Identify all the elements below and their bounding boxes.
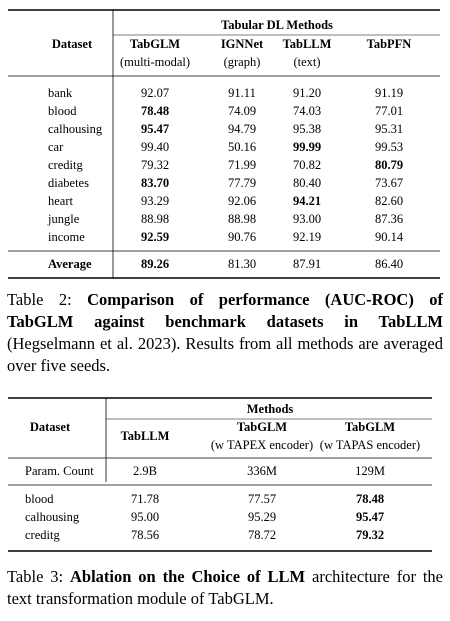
cell: 80.40: [293, 176, 321, 190]
cell: 99.40: [141, 140, 169, 154]
cell: 50.16: [228, 140, 256, 154]
cell: 91.20: [293, 86, 321, 100]
row-label: diabetes: [48, 176, 89, 190]
cell: 92.19: [293, 230, 321, 244]
row-label: calhousing: [48, 122, 103, 136]
row-label: Param. Count: [25, 464, 94, 478]
cell: 87.91: [293, 257, 321, 271]
cell: 74.03: [293, 104, 321, 118]
row-label: blood: [25, 492, 54, 506]
cell: 73.67: [375, 176, 403, 190]
cell: 88.98: [141, 212, 169, 226]
cell: 95.31: [375, 122, 403, 136]
cell: 95.38: [293, 122, 321, 136]
group-header: Tabular DL Methods: [221, 18, 333, 32]
cell: 78.56: [131, 528, 159, 542]
cell: 95.29: [248, 510, 276, 524]
row-label: bank: [48, 86, 73, 100]
table-3: Methods Dataset TabLLM TabGLM (w TAPEX encod…: [8, 397, 432, 552]
column-header: TabLLM: [121, 429, 170, 443]
row-label: calhousing: [25, 510, 80, 524]
cell: 78.48: [356, 492, 384, 506]
column-subheader: (text): [293, 55, 320, 69]
cell: 80.79: [375, 158, 403, 172]
cell: 95.47: [141, 122, 169, 136]
caption-3: Table 3: Ablation on the Choice of LLM a…: [7, 566, 443, 610]
cell: 90.76: [228, 230, 256, 244]
cell: 83.70: [141, 176, 169, 190]
row-label: jungle: [47, 212, 80, 226]
cell: 88.98: [228, 212, 256, 226]
row-label: blood: [48, 104, 77, 118]
cell: 71.78: [131, 492, 159, 506]
cell: 78.72: [248, 528, 276, 542]
column-subheader: (multi-modal): [120, 55, 190, 69]
cell: 93.29: [141, 194, 169, 208]
column-subheader: (w TAPEX encoder): [211, 438, 313, 452]
caption-bold: Ablation on the Choice of LLM: [70, 567, 306, 586]
row-label: car: [48, 140, 64, 154]
cell: 129M: [355, 464, 385, 478]
cell: 70.82: [293, 158, 321, 172]
group-header: Methods: [247, 402, 294, 416]
column-subheader: (graph): [224, 55, 261, 69]
row-header: Dataset: [52, 37, 93, 51]
caption-text: (Hegselmann et al. 2023). Results from a…: [7, 334, 443, 375]
row-header: Dataset: [30, 420, 71, 434]
caption-label: Table 3:: [7, 567, 64, 586]
cell: 89.26: [141, 257, 169, 271]
cell: 92.59: [141, 230, 169, 244]
cell: 92.07: [141, 86, 169, 100]
column-header: TabLLM: [283, 37, 332, 51]
column-subheader: (w TAPAS encoder): [320, 438, 420, 452]
cell: 93.00: [293, 212, 321, 226]
cell: 82.60: [375, 194, 403, 208]
cell: 94.79: [228, 122, 256, 136]
row-label: creditg: [48, 158, 83, 172]
row-label: heart: [48, 194, 74, 208]
cell: 77.79: [228, 176, 256, 190]
column-header: TabPFN: [367, 37, 412, 51]
cell: 77.57: [248, 492, 276, 506]
cell: 77.01: [375, 104, 403, 118]
cell: 92.06: [228, 194, 256, 208]
cell: 99.53: [375, 140, 403, 154]
cell: 71.99: [228, 158, 256, 172]
cell: 87.36: [375, 212, 403, 226]
row-label: creditg: [25, 528, 60, 542]
cell: 86.40: [375, 257, 403, 271]
caption-label: Table 2:: [7, 290, 72, 309]
cell: 81.30: [228, 257, 256, 271]
row-label: income: [48, 230, 85, 244]
caption-2: Table 2: Comparison of performance (AUC-…: [7, 289, 443, 377]
cell: 336M: [247, 464, 277, 478]
cell: 2.9B: [133, 464, 157, 478]
cell: 79.32: [356, 528, 384, 542]
cell: 95.00: [131, 510, 159, 524]
column-header: IGNNet: [221, 37, 264, 51]
cell: 91.11: [228, 86, 256, 100]
column-header: TabGLM: [130, 37, 180, 51]
row-label: Average: [48, 257, 92, 271]
cell: 90.14: [375, 230, 404, 244]
cell: 74.09: [228, 104, 256, 118]
cell: 94.21: [293, 194, 321, 208]
cell: 95.47: [356, 510, 384, 524]
column-header: TabGLM: [237, 420, 287, 434]
cell: 91.19: [375, 86, 403, 100]
caption-bold: Comparison of performance (AUC-ROC) of T…: [7, 290, 443, 331]
caption-text: architecture for the text transformation…: [7, 567, 444, 608]
cell: 79.32: [141, 158, 169, 172]
column-header: TabGLM: [345, 420, 395, 434]
cell: 78.48: [141, 104, 169, 118]
cell: 99.99: [293, 140, 321, 154]
table-2: Tabular DL Methods Dataset TabGLM (multi-mo…: [8, 9, 440, 279]
